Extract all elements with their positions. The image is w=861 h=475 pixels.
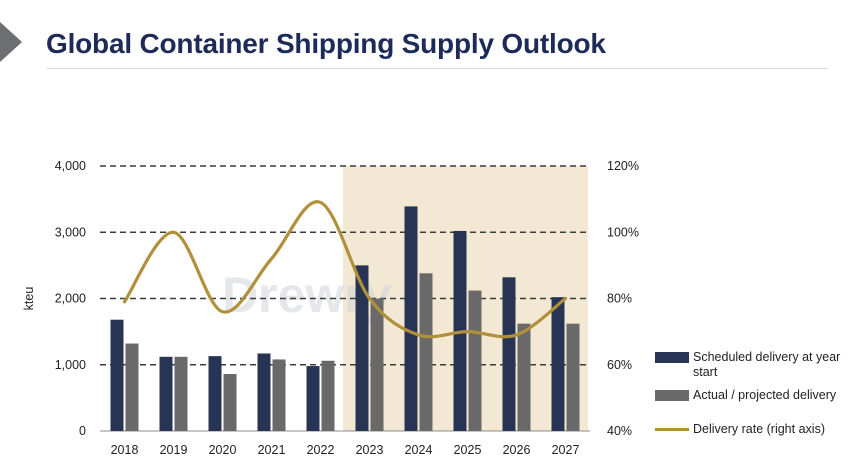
x-axis-tick-label: 2027: [552, 443, 580, 457]
bar-actual-2023: [370, 298, 384, 431]
bar-actual-2018: [125, 343, 139, 431]
bar-scheduled-2021: [257, 353, 271, 431]
y2-axis-tick-label: 120%: [607, 159, 639, 173]
bar-scheduled-2026: [502, 277, 516, 431]
bar-actual-2026: [517, 323, 531, 431]
x-axis-tick-label: 2018: [111, 443, 139, 457]
x-axis-tick-label: 2020: [209, 443, 237, 457]
bar-scheduled-2020: [208, 356, 222, 431]
x-axis-tick-label: 2019: [160, 443, 188, 457]
delivery-rate-line: [122, 200, 568, 339]
bar-scheduled-2024: [404, 206, 418, 431]
bar-actual-2025: [468, 290, 482, 431]
legend-item-actual: Actual / projected delivery: [655, 388, 836, 403]
y-axis-tick-label: 4,000: [55, 159, 86, 173]
bar-actual-2022: [321, 360, 335, 431]
y-axis-label: kteu: [22, 287, 36, 311]
x-axis-tick-label: 2023: [356, 443, 384, 457]
x-axis-tick-label: 2022: [307, 443, 335, 457]
page-title: Global Container Shipping Supply Outlook: [46, 28, 606, 59]
bar-actual-2027: [566, 323, 580, 431]
x-axis-tick-label: 2025: [454, 443, 482, 457]
legend-item-rate: Delivery rate (right axis): [655, 422, 825, 437]
legend-label-actual: Actual / projected delivery: [693, 388, 837, 402]
y-axis-tick-label: 0: [79, 424, 86, 438]
y-axis-tick-label: 2,000: [55, 292, 86, 306]
bar-actual-2024: [419, 273, 433, 431]
bar-scheduled-2018: [110, 319, 124, 431]
bar-scheduled-2022: [306, 366, 320, 431]
bar-scheduled-2027: [551, 297, 565, 431]
x-axis-tick-label: 2026: [503, 443, 531, 457]
slide-marker-arrow: [0, 22, 22, 62]
legend-label-rate: Delivery rate (right axis): [693, 422, 825, 436]
x-axis-tick-label: 2021: [258, 443, 286, 457]
bar-scheduled-2023: [355, 265, 369, 431]
legend-swatch-rate: [655, 428, 689, 431]
bar-actual-2021: [272, 359, 286, 431]
bar-actual-2019: [174, 356, 188, 431]
legend-swatch-actual: [655, 390, 689, 401]
bar-actual-2020: [223, 374, 237, 431]
bar-scheduled-2019: [159, 356, 173, 431]
y2-axis-tick-label: 80%: [607, 292, 632, 306]
legend-item-scheduled: Scheduled delivery at year start: [655, 350, 861, 380]
y-axis-tick-label: 3,000: [55, 225, 86, 239]
y2-axis-tick-label: 40%: [607, 424, 632, 438]
y2-axis-tick-label: 60%: [607, 358, 632, 372]
y-axis-tick-label: 1,000: [55, 358, 86, 372]
x-axis-tick-label: 2024: [405, 443, 433, 457]
title-divider: [46, 68, 828, 69]
legend-label-scheduled: Scheduled delivery at year start: [693, 350, 841, 379]
y2-axis-tick-label: 100%: [607, 225, 639, 239]
legend-swatch-scheduled: [655, 352, 689, 363]
